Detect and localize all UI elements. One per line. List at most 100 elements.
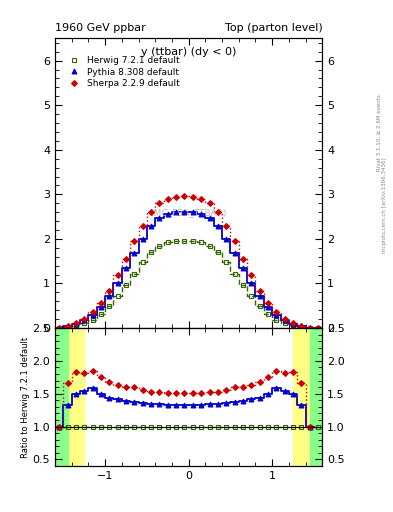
Herwig 7.2.1 default [215, 249, 220, 255]
Pythia 8.308 default [199, 211, 204, 217]
Sherpa 2.2.9 default [115, 272, 120, 279]
Sherpa 2.2.9 default [316, 325, 320, 331]
Pythia 8.308 default [266, 304, 270, 310]
Sherpa 2.2.9 default [191, 194, 195, 200]
Sherpa 2.2.9 default [241, 255, 245, 262]
Text: (MC_FBA_TTBAR): (MC_FBA_TTBAR) [151, 208, 227, 217]
Herwig 7.2.1 default [191, 238, 195, 244]
Herwig 7.2.1 default [165, 240, 170, 246]
Sherpa 2.2.9 default [224, 222, 229, 228]
Sherpa 2.2.9 default [124, 255, 129, 262]
Pythia 8.308 default [165, 211, 170, 217]
Bar [310, 328, 322, 466]
Sherpa 2.2.9 default [174, 194, 178, 200]
Herwig 7.2.1 default [199, 240, 204, 246]
Line: Pythia 8.308 default: Pythia 8.308 default [57, 209, 321, 330]
Sherpa 2.2.9 default [157, 200, 162, 206]
Pythia 8.308 default [73, 321, 78, 327]
Sherpa 2.2.9 default [140, 222, 145, 228]
Y-axis label: Ratio to Herwig 7.2.1 default: Ratio to Herwig 7.2.1 default [20, 336, 29, 458]
Pythia 8.308 default [90, 312, 95, 318]
Herwig 7.2.1 default [316, 325, 320, 331]
Sherpa 2.2.9 default [99, 300, 103, 306]
Herwig 7.2.1 default [266, 311, 270, 317]
Pythia 8.308 default [316, 325, 320, 331]
Herwig 7.2.1 default [224, 259, 229, 265]
Pythia 8.308 default [241, 265, 245, 271]
Herwig 7.2.1 default [174, 238, 178, 244]
Sherpa 2.2.9 default [57, 325, 62, 331]
Sherpa 2.2.9 default [291, 320, 296, 326]
Pythia 8.308 default [57, 325, 62, 331]
Sherpa 2.2.9 default [307, 325, 312, 331]
Pythia 8.308 default [207, 216, 212, 222]
Herwig 7.2.1 default [124, 282, 129, 288]
Herwig 7.2.1 default [57, 325, 62, 331]
Pythia 8.308 default [149, 223, 153, 229]
Sherpa 2.2.9 default [274, 309, 279, 315]
Legend: Herwig 7.2.1 default, Pythia 8.308 default, Sherpa 2.2.9 default: Herwig 7.2.1 default, Pythia 8.308 defau… [62, 54, 182, 90]
Sherpa 2.2.9 default [299, 323, 304, 329]
Sherpa 2.2.9 default [165, 196, 170, 202]
Herwig 7.2.1 default [257, 303, 262, 309]
Pythia 8.308 default [224, 236, 229, 242]
Pythia 8.308 default [274, 312, 279, 318]
Text: Rivet 3.1.10, ≥ 2.6M events: Rivet 3.1.10, ≥ 2.6M events [377, 95, 382, 172]
Sherpa 2.2.9 default [182, 193, 187, 199]
Pythia 8.308 default [232, 250, 237, 256]
Pythia 8.308 default [291, 321, 296, 327]
Pythia 8.308 default [107, 293, 112, 299]
Pythia 8.308 default [182, 209, 187, 215]
Herwig 7.2.1 default [232, 270, 237, 276]
Sherpa 2.2.9 default [207, 200, 212, 206]
Sherpa 2.2.9 default [215, 209, 220, 215]
Herwig 7.2.1 default [299, 324, 304, 330]
Sherpa 2.2.9 default [90, 309, 95, 315]
Herwig 7.2.1 default [182, 238, 187, 244]
Herwig 7.2.1 default [282, 320, 287, 326]
Sherpa 2.2.9 default [199, 196, 204, 202]
Pythia 8.308 default [82, 317, 86, 324]
Herwig 7.2.1 default [140, 259, 145, 265]
Pythia 8.308 default [124, 265, 129, 271]
Pythia 8.308 default [257, 293, 262, 299]
Herwig 7.2.1 default [241, 282, 245, 288]
Herwig 7.2.1 default [274, 316, 279, 323]
Herwig 7.2.1 default [291, 322, 296, 328]
Pythia 8.308 default [115, 280, 120, 286]
Pythia 8.308 default [282, 317, 287, 324]
Bar [55, 328, 84, 466]
Herwig 7.2.1 default [107, 303, 112, 309]
Sherpa 2.2.9 default [249, 272, 253, 279]
Pythia 8.308 default [174, 209, 178, 215]
Pythia 8.308 default [140, 236, 145, 242]
Herwig 7.2.1 default [207, 243, 212, 249]
Pythia 8.308 default [307, 325, 312, 331]
Herwig 7.2.1 default [249, 293, 253, 299]
Pythia 8.308 default [215, 223, 220, 229]
Line: Sherpa 2.2.9 default: Sherpa 2.2.9 default [57, 194, 320, 330]
Pythia 8.308 default [99, 304, 103, 310]
Herwig 7.2.1 default [132, 270, 137, 276]
Sherpa 2.2.9 default [82, 316, 86, 322]
Sherpa 2.2.9 default [149, 209, 153, 215]
Sherpa 2.2.9 default [65, 323, 70, 329]
Herwig 7.2.1 default [157, 243, 162, 249]
Pythia 8.308 default [249, 280, 253, 286]
Pythia 8.308 default [191, 209, 195, 215]
Bar [55, 328, 68, 466]
Text: 1960 GeV ppbar: 1960 GeV ppbar [55, 23, 146, 33]
Sherpa 2.2.9 default [132, 238, 137, 244]
Sherpa 2.2.9 default [73, 320, 78, 326]
Sherpa 2.2.9 default [266, 300, 270, 306]
Sherpa 2.2.9 default [232, 238, 237, 244]
Herwig 7.2.1 default [90, 316, 95, 323]
Sherpa 2.2.9 default [282, 316, 287, 322]
Sherpa 2.2.9 default [257, 288, 262, 294]
Text: mcplots.cern.ch [arXiv:1306.3436]: mcplots.cern.ch [arXiv:1306.3436] [382, 157, 387, 252]
Herwig 7.2.1 default [115, 293, 120, 299]
Text: y (ttbar) (dy < 0): y (ttbar) (dy < 0) [141, 47, 236, 57]
Bar [293, 328, 322, 466]
Herwig 7.2.1 default [149, 249, 153, 255]
Herwig 7.2.1 default [307, 325, 312, 331]
